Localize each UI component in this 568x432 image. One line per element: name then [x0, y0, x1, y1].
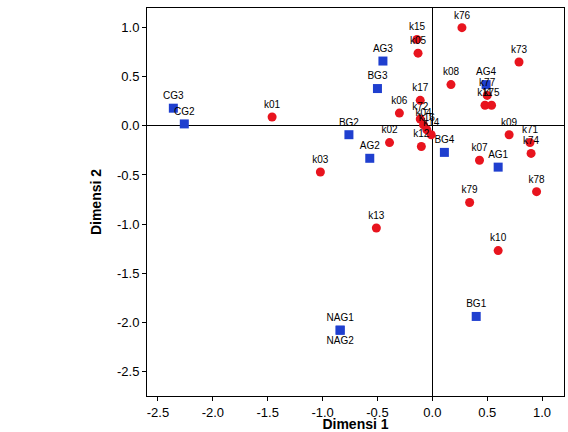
svg-text:1.0: 1.0	[533, 405, 551, 420]
svg-text:k72: k72	[412, 101, 429, 112]
svg-text:k74: k74	[523, 135, 540, 146]
svg-text:k05: k05	[410, 35, 427, 46]
svg-text:AG4: AG4	[476, 66, 496, 77]
svg-text:k11: k11	[477, 87, 493, 98]
svg-text:-2.5: -2.5	[117, 364, 139, 379]
svg-text:-2.0: -2.0	[202, 405, 224, 420]
svg-text:k73: k73	[511, 44, 528, 55]
svg-text:k06: k06	[391, 95, 408, 106]
svg-text:Dimensi 2: Dimensi 2	[88, 169, 104, 235]
svg-text:k76: k76	[454, 10, 471, 21]
svg-text:k77: k77	[479, 77, 496, 88]
svg-text:k75: k75	[484, 87, 501, 98]
svg-text:k01: k01	[264, 99, 281, 110]
svg-text:0.5: 0.5	[478, 405, 496, 420]
svg-text:-1.0: -1.0	[117, 217, 139, 232]
svg-text:1.0: 1.0	[121, 20, 139, 35]
svg-text:k10: k10	[490, 232, 507, 243]
svg-text:BG3: BG3	[367, 70, 387, 81]
svg-text:-2.5: -2.5	[147, 405, 169, 420]
svg-text:AG2: AG2	[360, 140, 380, 151]
svg-text:k09: k09	[501, 117, 518, 128]
svg-text:CG3: CG3	[163, 90, 184, 101]
svg-text:-1.0: -1.0	[311, 405, 333, 420]
svg-text:k02: k02	[381, 124, 398, 135]
svg-text:k07: k07	[471, 142, 488, 153]
svg-text:BG1: BG1	[466, 298, 486, 309]
svg-text:CG2: CG2	[174, 106, 195, 117]
svg-text:k16: k16	[419, 112, 436, 123]
svg-text:0.0: 0.0	[121, 118, 139, 133]
svg-text:k15: k15	[409, 21, 426, 32]
svg-text:NAG2: NAG2	[327, 335, 355, 346]
svg-text:0.0: 0.0	[423, 405, 441, 420]
svg-text:-2.0: -2.0	[117, 315, 139, 330]
svg-text:k71: k71	[522, 124, 539, 135]
svg-text:k12: k12	[413, 128, 430, 139]
svg-text:k14: k14	[423, 117, 440, 128]
svg-text:-0.5: -0.5	[366, 405, 388, 420]
svg-text:0.5: 0.5	[121, 69, 139, 84]
svg-text:BG2: BG2	[339, 117, 359, 128]
svg-text:-1.5: -1.5	[117, 266, 139, 281]
svg-text:k04: k04	[415, 107, 432, 118]
svg-text:Dimensi 1: Dimensi 1	[322, 416, 388, 432]
svg-text:k08: k08	[443, 66, 460, 77]
svg-text:-0.5: -0.5	[117, 168, 139, 183]
svg-text:k78: k78	[529, 174, 546, 185]
svg-text:k79: k79	[462, 184, 479, 195]
svg-text:AG3: AG3	[373, 43, 393, 54]
svg-text:-1.5: -1.5	[257, 405, 279, 420]
svg-text:k17: k17	[412, 82, 429, 93]
svg-text:NAG1: NAG1	[327, 312, 355, 323]
svg-text:k13: k13	[368, 210, 385, 221]
svg-text:BG4: BG4	[434, 134, 454, 145]
svg-text:AG1: AG1	[488, 149, 508, 160]
svg-text:k03: k03	[312, 154, 329, 165]
